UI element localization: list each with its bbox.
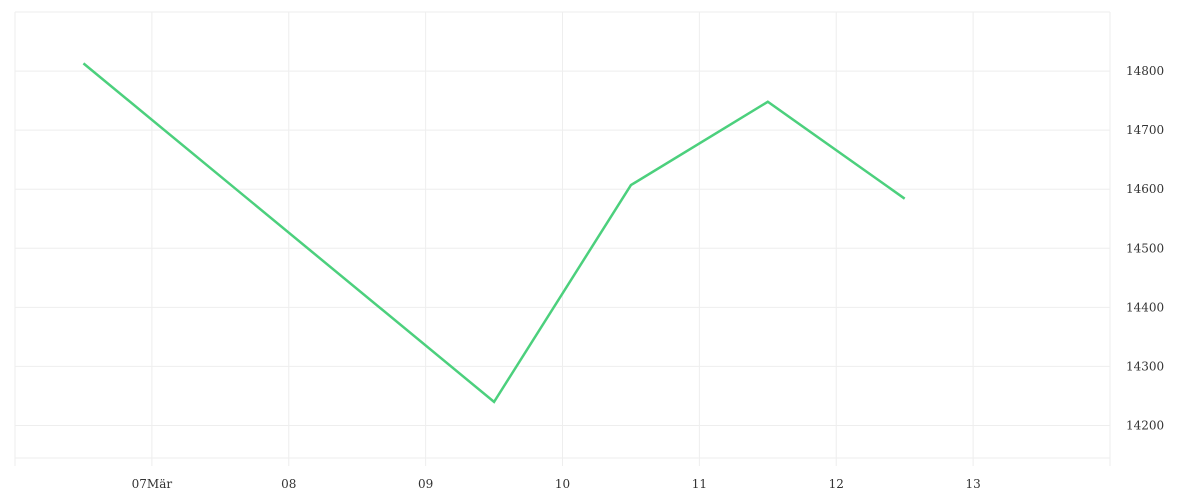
x-tick-label: 09 [418,477,433,491]
y-tick-label: 14600 [1126,182,1164,196]
grid [14,11,1111,466]
x-tick-label: 07Mär [132,477,173,491]
x-tick-label: 13 [965,477,980,491]
x-axis: 07Mär 08 09 10 11 12 13 [132,477,981,491]
y-tick-label: 14800 [1126,64,1164,78]
y-tick-label: 14500 [1126,241,1164,255]
x-tick-label: 10 [555,477,570,491]
y-axis: 14200 14300 14400 14500 14600 14700 14800 [1126,64,1164,432]
series-line [82,62,906,404]
series-layer [82,62,906,404]
y-tick-label: 14700 [1126,123,1164,137]
x-tick-label: 12 [829,477,844,491]
x-tick-label: 08 [281,477,296,491]
y-tick-label: 14200 [1126,419,1164,433]
x-tick-label: 11 [692,477,707,491]
y-tick-label: 14300 [1126,359,1164,373]
y-tick-label: 14400 [1126,300,1164,314]
